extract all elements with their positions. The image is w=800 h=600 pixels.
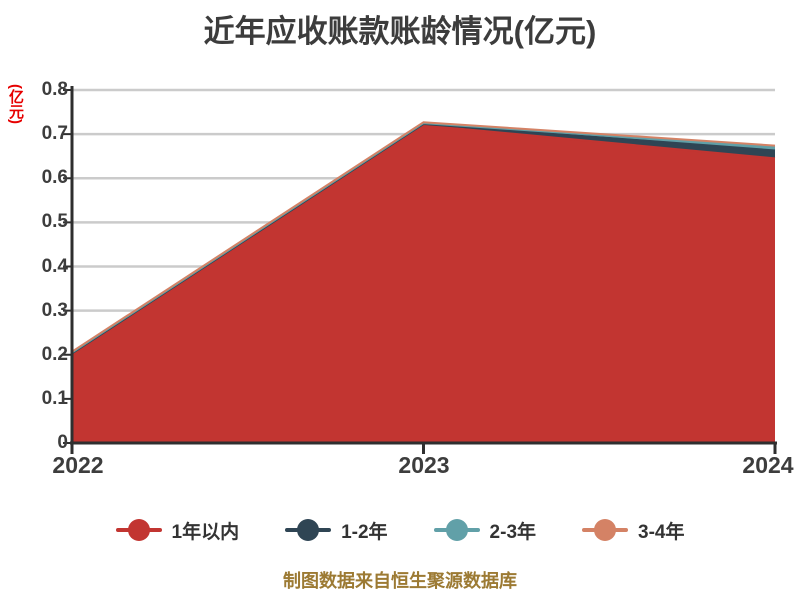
y-tick-label: 0.5 (41, 211, 68, 233)
y-axis-unit-label: (亿元) (7, 84, 24, 124)
area-series-1-2年 (72, 123, 775, 355)
y-tick-label: 0.4 (41, 255, 68, 277)
legend-label: 1-2年 (341, 521, 388, 543)
legend: 1年以内 1-2年 2-3年 3-4年 (0, 512, 800, 548)
y-tick-label: 0.8 (41, 79, 68, 100)
line-circle-marker-icon (433, 517, 480, 543)
y-tick-label: 0 (57, 432, 68, 453)
data-source-note: 制图数据来自恒生聚源数据库 (283, 571, 517, 591)
x-tick-label-2022: 2022 (52, 452, 104, 478)
line-circle-marker-icon (582, 517, 629, 543)
legend-label: 3-4年 (638, 521, 685, 543)
y-tick-label: 0.2 (41, 343, 68, 365)
chart-title: 近年应收账款账龄情况(亿元) (203, 14, 597, 49)
legend-item-within-1-year[interactable]: 1年以内 (115, 517, 240, 544)
line-circle-marker-icon (285, 517, 332, 543)
series-line-3-4年 (71, 121, 776, 353)
area-series-1年以内 (72, 125, 775, 444)
y-tick-label: 0.7 (41, 123, 68, 145)
x-tick-label-2024: 2024 (742, 452, 794, 478)
legend-item-2-3-years[interactable]: 2-3年 (433, 517, 537, 544)
y-tick-label: 0.3 (41, 299, 68, 321)
line-circle-marker-icon (115, 517, 162, 543)
legend-label: 1年以内 (171, 521, 240, 543)
legend-label: 2-3年 (489, 521, 537, 543)
y-tick-label: 0.6 (41, 167, 68, 189)
x-tick-label-2023: 2023 (398, 452, 450, 478)
legend-item-3-4-years[interactable]: 3-4年 (582, 517, 684, 544)
y-tick-label: 0.1 (41, 387, 68, 409)
series-line-1年以内 (71, 124, 776, 356)
legend-item-1-2-years[interactable]: 1-2年 (285, 517, 388, 544)
